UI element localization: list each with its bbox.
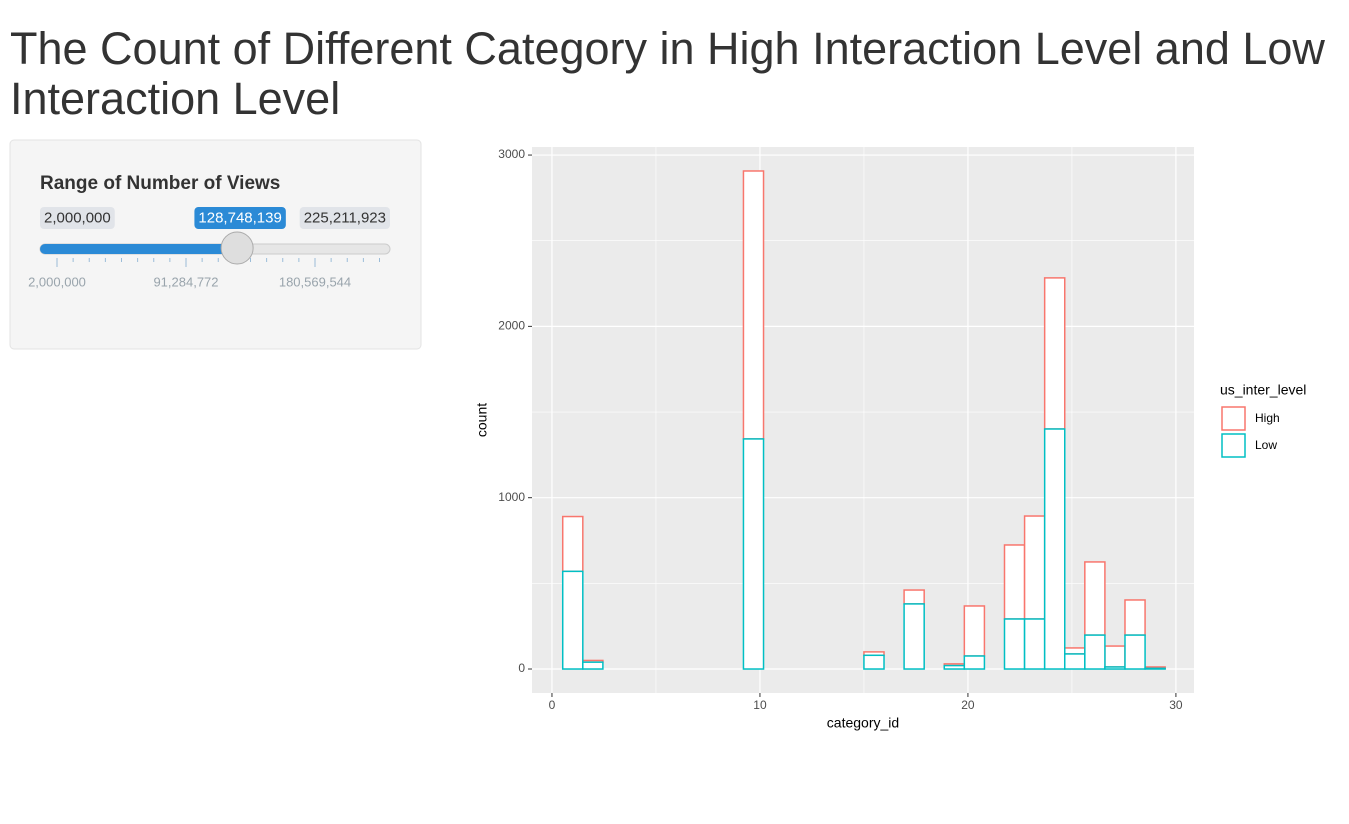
histogram-bar xyxy=(1023,515,1046,620)
histogram-bar xyxy=(1084,634,1106,670)
slider-grid-label: 91,284,772 xyxy=(153,274,218,289)
histogram-bar xyxy=(582,661,604,670)
legend-key xyxy=(1221,406,1246,431)
histogram-bar xyxy=(1063,647,1086,655)
slider-max-label-bg xyxy=(299,207,390,229)
legend-label: High xyxy=(1255,411,1280,425)
slider-handle[interactable] xyxy=(220,231,254,265)
histogram-bar xyxy=(1104,666,1126,670)
histogram-bar xyxy=(561,515,584,573)
histogram-bar xyxy=(1023,618,1046,670)
y-tick-label: 3000 xyxy=(498,147,525,161)
slider-label: Range of Number of Views xyxy=(40,173,280,194)
legend-title: us_inter_level xyxy=(1220,382,1306,398)
x-tick-label: 20 xyxy=(961,698,975,712)
histogram-bar xyxy=(943,664,966,670)
slider-grid-label: 2,000,000 xyxy=(28,274,86,289)
y-axis-title: count xyxy=(474,403,490,437)
slider-value-label: 128,748,139 xyxy=(198,209,281,226)
x-tick-label: 10 xyxy=(753,698,767,712)
histogram-bar xyxy=(742,170,765,440)
legend-key xyxy=(1221,433,1246,458)
y-tick-label: 0 xyxy=(518,661,525,675)
histogram-bar xyxy=(903,603,925,670)
histogram-bar xyxy=(1003,618,1026,670)
slider-max-label: 225,211,923 xyxy=(304,209,386,226)
histogram-bar xyxy=(903,589,925,605)
histogram-bar xyxy=(561,570,584,670)
histogram-bar xyxy=(742,438,765,670)
histogram-bar xyxy=(1003,544,1026,620)
histogram-bar xyxy=(1084,561,1106,636)
histogram-bar xyxy=(1043,428,1066,670)
histogram-bar xyxy=(1104,645,1126,668)
slider-min-label-bg xyxy=(40,207,115,229)
slider-grid-label: 180,569,544 xyxy=(279,274,351,289)
x-axis-title: category_id xyxy=(827,715,899,731)
y-tick-label: 1000 xyxy=(498,490,525,504)
plot-panel xyxy=(532,147,1194,693)
x-tick-label: 0 xyxy=(549,698,556,712)
histogram-bar xyxy=(1144,667,1166,670)
histogram-bar xyxy=(1124,599,1146,636)
histogram-bar xyxy=(1124,634,1146,670)
slider-min-label: 2,000,000 xyxy=(44,209,111,226)
histogram-bar xyxy=(1063,653,1086,670)
y-tick-label: 2000 xyxy=(498,319,525,333)
x-tick-label: 30 xyxy=(1169,698,1183,712)
histogram-bar xyxy=(963,655,986,670)
slider-value-label-bg xyxy=(194,207,286,229)
slider-bar xyxy=(40,244,241,254)
histogram-bar xyxy=(963,605,986,657)
histogram-bar xyxy=(863,654,885,670)
page-title: The Count of Different Category in High … xyxy=(10,23,1325,124)
legend-label: Low xyxy=(1255,438,1277,452)
histogram-bar xyxy=(1043,277,1066,430)
